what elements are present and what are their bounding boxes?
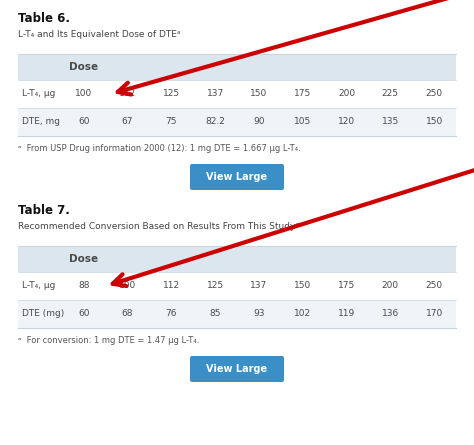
Text: 68: 68 bbox=[122, 310, 133, 319]
Text: 170: 170 bbox=[426, 310, 443, 319]
Text: DTE, mg: DTE, mg bbox=[22, 117, 60, 126]
Text: 82.2: 82.2 bbox=[205, 117, 225, 126]
Text: 137: 137 bbox=[207, 89, 224, 98]
Text: 250: 250 bbox=[426, 89, 443, 98]
Text: 200: 200 bbox=[338, 89, 355, 98]
Text: Dose: Dose bbox=[69, 62, 98, 72]
Text: 75: 75 bbox=[165, 117, 177, 126]
Text: 150: 150 bbox=[250, 89, 267, 98]
Bar bbox=[18, 300, 456, 328]
Text: 90: 90 bbox=[253, 117, 264, 126]
Text: View Large: View Large bbox=[207, 172, 267, 182]
FancyBboxPatch shape bbox=[190, 164, 284, 190]
Text: Table 7.: Table 7. bbox=[18, 204, 70, 217]
Text: 60: 60 bbox=[78, 310, 90, 319]
Text: 225: 225 bbox=[382, 89, 399, 98]
Bar bbox=[18, 246, 456, 272]
Text: Recommended Conversion Based on Results From This Studyᵃ: Recommended Conversion Based on Results … bbox=[18, 222, 299, 231]
Text: 102: 102 bbox=[294, 310, 311, 319]
Text: Table 6.: Table 6. bbox=[18, 12, 70, 25]
Text: 200: 200 bbox=[382, 282, 399, 291]
Text: ᵃ  From USP Drug information 2000 (12): 1 mg DTE = 1.667 μg L-T₄.: ᵃ From USP Drug information 2000 (12): 1… bbox=[18, 144, 301, 153]
Text: 150: 150 bbox=[294, 282, 311, 291]
Text: 67: 67 bbox=[122, 117, 133, 126]
Text: Dose: Dose bbox=[69, 254, 98, 264]
Text: 125: 125 bbox=[163, 89, 180, 98]
Bar bbox=[18, 108, 456, 136]
Text: L-T₄, μg: L-T₄, μg bbox=[22, 89, 55, 98]
Text: 136: 136 bbox=[382, 310, 399, 319]
Bar bbox=[18, 272, 456, 300]
Text: 88: 88 bbox=[78, 282, 90, 291]
Text: DTE (mg): DTE (mg) bbox=[22, 310, 64, 319]
Text: 175: 175 bbox=[294, 89, 311, 98]
Text: 135: 135 bbox=[382, 117, 399, 126]
Text: 120: 120 bbox=[338, 117, 355, 126]
Text: 60: 60 bbox=[78, 117, 90, 126]
Text: 112: 112 bbox=[119, 89, 136, 98]
Text: 76: 76 bbox=[165, 310, 177, 319]
Bar bbox=[18, 80, 456, 108]
Text: 175: 175 bbox=[338, 282, 355, 291]
Text: View Large: View Large bbox=[207, 364, 267, 374]
Text: 112: 112 bbox=[163, 282, 180, 291]
Text: L-T₄, μg: L-T₄, μg bbox=[22, 282, 55, 291]
Text: 125: 125 bbox=[207, 282, 224, 291]
Text: 137: 137 bbox=[250, 282, 267, 291]
Text: 119: 119 bbox=[338, 310, 355, 319]
Text: 105: 105 bbox=[294, 117, 311, 126]
Text: 150: 150 bbox=[426, 117, 443, 126]
Text: 250: 250 bbox=[426, 282, 443, 291]
Text: ᵃ  For conversion: 1 mg DTE = 1.47 μg L-T₄.: ᵃ For conversion: 1 mg DTE = 1.47 μg L-T… bbox=[18, 336, 200, 345]
Text: L-T₄ and Its Equivalent Dose of DTEᵃ: L-T₄ and Its Equivalent Dose of DTEᵃ bbox=[18, 30, 181, 39]
Text: 85: 85 bbox=[210, 310, 221, 319]
Text: 100: 100 bbox=[119, 282, 136, 291]
Text: 93: 93 bbox=[253, 310, 264, 319]
FancyBboxPatch shape bbox=[190, 356, 284, 382]
Bar bbox=[18, 54, 456, 80]
Text: 100: 100 bbox=[75, 89, 92, 98]
